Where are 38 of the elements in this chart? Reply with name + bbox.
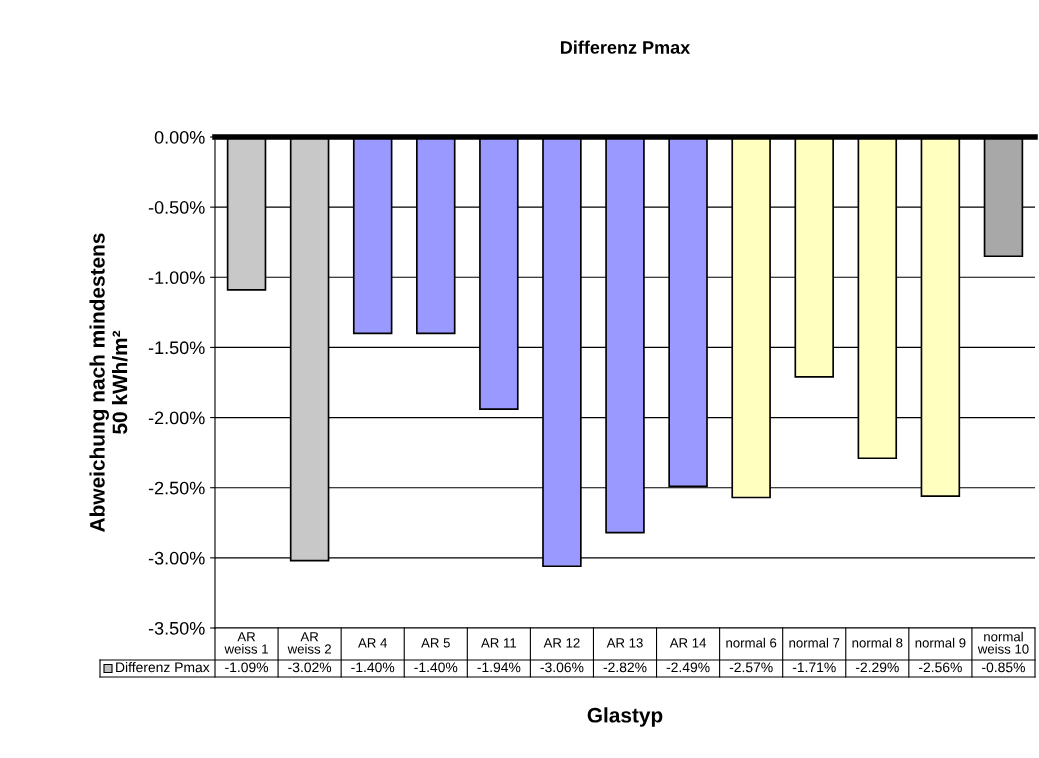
x-tick-label: AR 14 [669,638,707,648]
y-tick-label: -3.00% [148,551,205,565]
x-axis-title: Glastyp [587,707,663,727]
y-tick-label: -1.00% [148,271,205,285]
x-tick-label: normal 9 [915,637,966,648]
x-tick-label: AR weiss 1 [224,632,268,654]
data-label: -1.94% [477,662,521,673]
x-tick-label: AR 11 [481,638,517,648]
y-tick-label: 0.00% [154,130,205,144]
y-tick-label: -2.00% [148,411,205,425]
y-tick-label: -1.50% [148,341,205,355]
x-tick-label: normal weiss 10 [977,631,1029,654]
data-label: -0.85% [982,662,1025,673]
data-label: -2.49% [666,662,710,673]
data-label: -2.57% [729,662,773,673]
x-tick-label: AR 4 [358,638,387,648]
data-label: -3.06% [540,662,584,673]
y-axis-title: Abweichung nach mindestens 50 kWh/m² [89,233,128,532]
x-tick-label: AR 13 [606,638,643,648]
data-label: -1.40% [351,662,395,673]
x-tick-label: normal 6 [726,637,777,648]
y-tick-label: -2.50% [148,481,205,495]
x-tick-label: AR weiss 2 [287,632,331,654]
y-tick-label: -3.50% [148,621,205,635]
chart-title: Differenz Pmax [560,40,691,54]
data-label: -2.82% [603,662,647,673]
y-tick-label: -0.50% [148,201,205,214]
data-label: -1.71% [792,662,836,673]
x-tick-label: normal 7 [789,637,840,648]
data-label: -2.56% [919,662,962,673]
data-label: -1.40% [414,662,458,673]
data-label: -1.09% [225,662,269,673]
legend-label: Differenz Pmax [116,662,210,673]
data-label: -3.02% [288,662,332,673]
x-tick-label: AR 12 [543,638,580,648]
data-label: -2.29% [855,662,899,673]
x-tick-label: normal 8 [852,637,903,648]
x-tick-label: AR 5 [421,638,450,648]
